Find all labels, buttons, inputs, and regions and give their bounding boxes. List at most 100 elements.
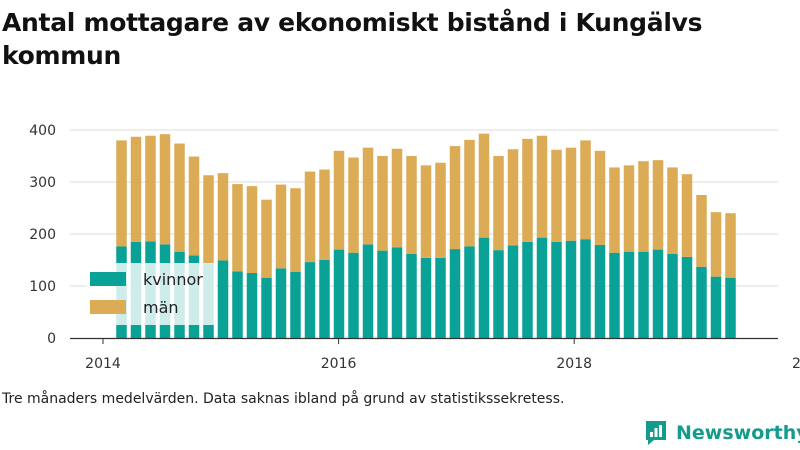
bar-man [725, 213, 736, 278]
bar-man [478, 133, 490, 238]
bar-man [217, 173, 229, 261]
bar-kvinnor [232, 271, 243, 338]
bar-man [565, 147, 577, 241]
bar-group [290, 188, 301, 338]
bar-group [594, 150, 606, 338]
bar-man [681, 174, 693, 257]
bar-kvinnor [652, 249, 664, 338]
bar-kvinnor [261, 277, 272, 338]
bar-man [348, 157, 359, 253]
bar-man [188, 156, 200, 256]
bar-man [536, 135, 548, 238]
bar-man [594, 150, 606, 245]
bar-man [261, 199, 272, 278]
bar-man [246, 186, 258, 273]
bar-group [609, 167, 620, 338]
legend-swatch-man [90, 300, 126, 314]
y-tick-label: 300 [29, 175, 56, 191]
bar-man [435, 162, 446, 258]
bar-man [493, 156, 504, 251]
bar-man [522, 138, 533, 242]
bar-kvinnor [275, 268, 287, 338]
bar-group [420, 165, 432, 338]
bar-group [681, 174, 693, 338]
bar-kvinnor [638, 251, 649, 338]
bar-kvinnor [464, 246, 475, 338]
bar-kvinnor [377, 250, 388, 338]
bar-kvinnor [522, 241, 533, 338]
bar-man [333, 150, 345, 250]
bar-chart-speech-bubble-icon [646, 421, 666, 445]
bar-group [536, 135, 548, 338]
bar-kvinnor [435, 257, 446, 338]
bar-group [304, 171, 316, 338]
bar-man [406, 156, 417, 254]
bar-group [623, 165, 635, 338]
bar-man [159, 134, 171, 245]
bar-man [420, 165, 432, 258]
bar-kvinnor [580, 239, 591, 338]
bar-group [449, 146, 461, 338]
x-axis-tick-labels: 201420162018202020222024 [85, 338, 800, 372]
bar-kvinnor [551, 241, 562, 338]
bar-group [507, 149, 519, 338]
bar-group [406, 156, 417, 338]
bar-kvinnor [391, 247, 403, 338]
bar-man [696, 195, 707, 267]
bar-group [362, 147, 374, 338]
bar-group [261, 199, 272, 338]
legend-label-kvinnor: kvinnor [143, 270, 203, 289]
bar-group [377, 156, 388, 338]
bar-group [493, 156, 504, 338]
bar-man [449, 146, 461, 250]
bar-man [145, 135, 156, 242]
bar-kvinnor [710, 276, 722, 338]
y-tick-label: 200 [29, 227, 56, 243]
bar-kvinnor [333, 249, 345, 338]
bar-kvinnor [348, 252, 359, 338]
bar-group [652, 160, 664, 338]
x-tick-label: 2014 [85, 356, 121, 372]
x-tick-label: 2020 [792, 356, 800, 372]
bar-man [623, 165, 635, 252]
bar-group [391, 148, 403, 338]
bar-kvinnor [406, 253, 417, 338]
bar-group [319, 169, 330, 338]
bar-kvinnor [362, 244, 374, 338]
bar-group [551, 149, 562, 338]
bar-kvinnor [609, 252, 620, 338]
bar-man [116, 140, 127, 247]
bar-group [246, 186, 258, 338]
bar-man [507, 149, 519, 246]
bar-man [391, 148, 403, 248]
bar-group [710, 212, 722, 338]
bar-man [377, 156, 388, 251]
bar-man [580, 140, 591, 240]
bar-man [652, 160, 664, 250]
x-tick-label: 2016 [321, 356, 357, 372]
bar-group [275, 184, 287, 338]
brand-name: Newsworthy [676, 422, 800, 444]
bar-man [667, 167, 678, 254]
bar-group [217, 173, 229, 338]
y-axis-tick-labels: 0 100 200 300 400 [29, 123, 56, 347]
legend-label-man: män [143, 298, 179, 317]
chart-caption: Tre månaders medelvärden. Data saknas ib… [2, 391, 565, 407]
bar-kvinnor [725, 277, 736, 338]
bar-man [710, 212, 722, 277]
bar-group [667, 167, 678, 338]
bar-kvinnor [565, 240, 577, 338]
bar-group [725, 213, 736, 338]
chart-title: Antal mottagare av ekonomiskt bistånd i … [2, 8, 703, 70]
bar-group [565, 147, 577, 338]
bar-kvinnor [420, 257, 432, 338]
bar-kvinnor [217, 260, 229, 338]
newsworthy-brand: Newsworthy [644, 418, 800, 448]
bar-kvinnor [507, 245, 519, 338]
bar-kvinnor [478, 237, 490, 338]
bar-man [130, 136, 142, 242]
legend-swatch-kvinnor [90, 272, 126, 286]
y-tick-label: 400 [29, 123, 56, 139]
bar-man [290, 188, 301, 272]
